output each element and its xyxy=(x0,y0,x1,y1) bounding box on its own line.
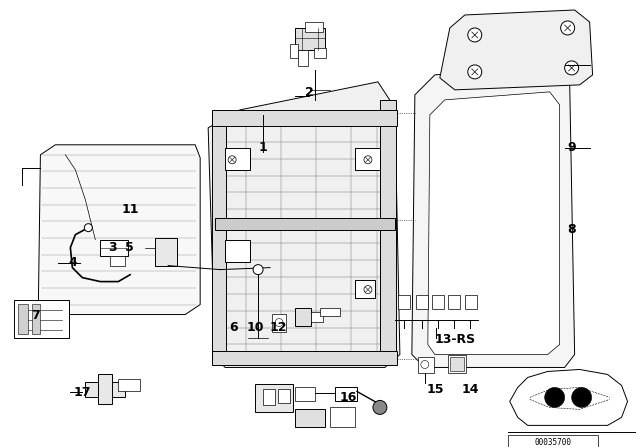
Bar xyxy=(320,308,340,315)
Text: 4: 4 xyxy=(68,256,77,269)
Bar xyxy=(85,383,125,397)
Text: 9: 9 xyxy=(567,141,576,154)
Circle shape xyxy=(561,21,575,35)
Bar xyxy=(380,100,396,359)
Bar xyxy=(398,295,410,309)
Polygon shape xyxy=(412,65,575,367)
Bar xyxy=(295,388,315,401)
Bar xyxy=(225,240,250,262)
Circle shape xyxy=(275,319,283,327)
Bar xyxy=(314,48,326,58)
Circle shape xyxy=(228,156,236,164)
Text: 17: 17 xyxy=(74,386,91,399)
Bar xyxy=(448,295,460,309)
Polygon shape xyxy=(428,92,559,354)
Bar xyxy=(416,295,428,309)
Polygon shape xyxy=(208,82,400,367)
Text: 2: 2 xyxy=(305,86,314,99)
Text: 7: 7 xyxy=(31,309,40,322)
Bar xyxy=(19,304,28,333)
Text: 8: 8 xyxy=(567,223,576,236)
Text: 6: 6 xyxy=(229,321,237,334)
Text: 15: 15 xyxy=(426,383,444,396)
Bar xyxy=(355,280,375,297)
Polygon shape xyxy=(509,370,628,426)
Bar xyxy=(212,115,226,362)
Circle shape xyxy=(545,388,564,407)
Bar xyxy=(110,256,125,266)
Bar xyxy=(272,314,286,332)
Text: 13-RS: 13-RS xyxy=(435,333,476,346)
Bar xyxy=(15,300,69,337)
Bar xyxy=(432,295,444,309)
Polygon shape xyxy=(440,10,593,90)
Circle shape xyxy=(84,224,92,232)
Circle shape xyxy=(572,388,591,407)
Bar xyxy=(330,407,355,427)
Bar xyxy=(100,240,128,256)
Bar xyxy=(418,358,434,374)
Circle shape xyxy=(564,61,579,75)
Bar xyxy=(290,44,298,58)
Bar xyxy=(298,50,308,66)
Circle shape xyxy=(373,401,387,414)
Text: 00035700: 00035700 xyxy=(534,438,571,447)
Circle shape xyxy=(421,361,429,368)
Circle shape xyxy=(468,65,482,79)
Polygon shape xyxy=(38,145,200,314)
Bar xyxy=(118,379,140,392)
Bar xyxy=(311,311,323,322)
Bar xyxy=(278,389,290,403)
Bar xyxy=(212,352,397,366)
Circle shape xyxy=(364,285,372,293)
Text: 5: 5 xyxy=(125,241,134,254)
Circle shape xyxy=(253,265,263,275)
Bar xyxy=(99,375,112,405)
Bar xyxy=(263,389,275,405)
Text: 1: 1 xyxy=(259,141,268,154)
Bar xyxy=(225,148,250,170)
Bar xyxy=(295,308,311,326)
Circle shape xyxy=(468,28,482,42)
Text: 14: 14 xyxy=(462,383,479,396)
Circle shape xyxy=(364,156,372,164)
Bar xyxy=(33,304,40,333)
Text: 3: 3 xyxy=(108,241,116,254)
Bar xyxy=(335,388,357,401)
Bar xyxy=(450,358,464,371)
Bar xyxy=(212,110,397,126)
Text: 11: 11 xyxy=(122,203,139,216)
Text: 16: 16 xyxy=(339,391,356,404)
Bar xyxy=(156,237,177,266)
Bar xyxy=(255,384,293,413)
Text: 10: 10 xyxy=(246,321,264,334)
Bar xyxy=(508,435,598,448)
Bar xyxy=(355,148,380,170)
Bar xyxy=(295,409,325,427)
Bar xyxy=(465,295,477,309)
Bar xyxy=(215,218,395,230)
Bar xyxy=(305,22,323,32)
Bar xyxy=(448,355,466,374)
Text: 12: 12 xyxy=(269,321,287,334)
Bar xyxy=(295,28,325,50)
